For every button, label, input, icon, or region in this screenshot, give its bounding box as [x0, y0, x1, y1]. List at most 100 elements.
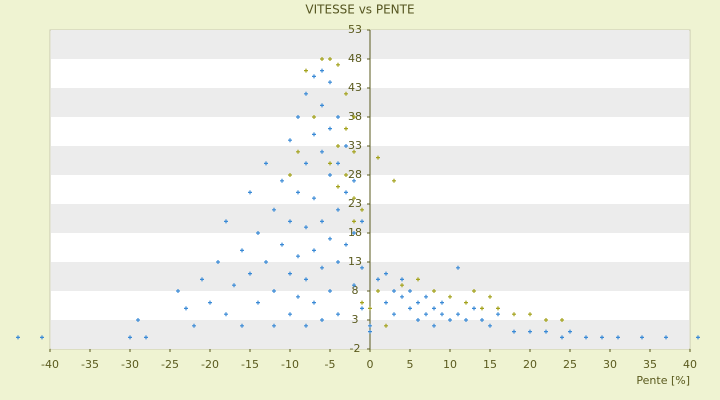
- point: [408, 306, 412, 311]
- point: [272, 323, 276, 328]
- point: [544, 329, 548, 334]
- point: [480, 306, 484, 311]
- point: [208, 300, 212, 305]
- point: [360, 306, 364, 311]
- point: [448, 294, 452, 299]
- point: [312, 74, 316, 79]
- point: [440, 300, 444, 305]
- point: [256, 300, 260, 305]
- point: [192, 323, 196, 328]
- point: [312, 196, 316, 201]
- x-axis-label: Pente [%]: [636, 374, 690, 387]
- point: [16, 335, 20, 340]
- x-tick-label: -5: [325, 358, 336, 371]
- point: [384, 271, 388, 276]
- point: [336, 260, 340, 264]
- point: [328, 173, 332, 177]
- point: [512, 329, 516, 334]
- point: [288, 312, 292, 317]
- point: [416, 300, 420, 305]
- point: [296, 149, 300, 154]
- point: [304, 277, 308, 282]
- point: [568, 329, 572, 334]
- point: [472, 306, 476, 311]
- point: [344, 242, 348, 247]
- point: [200, 277, 204, 282]
- point: [144, 335, 148, 340]
- y-tick-label: -2: [350, 342, 361, 355]
- point: [640, 335, 644, 340]
- point: [472, 289, 476, 293]
- point: [392, 312, 396, 317]
- x-tick-label: -35: [81, 358, 99, 371]
- point: [480, 318, 484, 322]
- point: [136, 318, 140, 322]
- chart-title: VITESSE vs PENTE: [305, 3, 414, 17]
- x-tick-label: -15: [241, 358, 259, 371]
- point: [432, 306, 436, 311]
- y-tick-label: 43: [348, 81, 362, 94]
- point: [336, 207, 340, 212]
- point: [352, 219, 356, 224]
- x-tick-label: 5: [407, 358, 414, 371]
- point: [320, 318, 324, 322]
- point: [312, 248, 316, 253]
- point: [464, 300, 468, 305]
- point: [344, 173, 348, 177]
- point: [320, 265, 324, 270]
- point: [336, 144, 340, 148]
- point: [432, 323, 436, 328]
- point: [280, 178, 284, 183]
- point: [328, 161, 332, 166]
- point: [344, 126, 348, 131]
- point: [488, 294, 492, 299]
- point: [456, 312, 460, 317]
- point: [176, 289, 180, 293]
- point: [400, 294, 404, 299]
- point: [304, 91, 308, 96]
- y-tick-label: 33: [348, 139, 362, 152]
- point: [360, 219, 364, 224]
- point: [352, 115, 356, 119]
- point: [296, 254, 300, 259]
- point: [584, 335, 588, 340]
- point: [280, 242, 284, 247]
- point: [248, 190, 252, 195]
- point: [224, 312, 228, 317]
- point: [128, 335, 132, 340]
- point: [296, 190, 300, 195]
- point: [400, 283, 404, 288]
- point: [328, 236, 332, 241]
- point: [360, 207, 364, 212]
- point: [352, 231, 356, 235]
- point: [344, 91, 348, 96]
- point: [40, 335, 44, 340]
- point: [376, 277, 380, 282]
- point: [664, 335, 668, 340]
- point: [352, 283, 356, 288]
- x-tick-label: 25: [563, 358, 577, 371]
- point: [368, 306, 372, 311]
- point: [184, 306, 188, 311]
- point: [328, 289, 332, 293]
- point: [304, 68, 308, 73]
- x-tick-label: -20: [201, 358, 219, 371]
- point: [336, 161, 340, 166]
- point: [296, 115, 300, 119]
- x-tick-label: 10: [443, 358, 457, 371]
- point: [224, 219, 228, 224]
- x-tick-label: 20: [523, 358, 537, 371]
- point: [464, 318, 468, 322]
- point: [336, 312, 340, 317]
- point: [288, 219, 292, 224]
- point: [272, 289, 276, 293]
- point: [216, 260, 220, 264]
- point: [328, 80, 332, 85]
- point: [336, 62, 340, 67]
- point: [416, 318, 420, 322]
- point: [448, 318, 452, 322]
- y-tick-label: 23: [348, 197, 362, 210]
- point: [312, 132, 316, 137]
- x-tick-label: -40: [41, 358, 59, 371]
